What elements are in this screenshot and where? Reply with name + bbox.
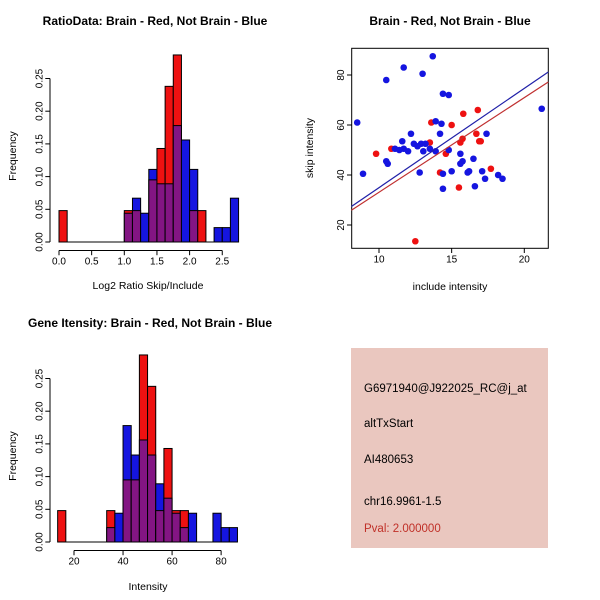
svg-text:2.0: 2.0 [183, 257, 197, 268]
svg-text:1.0: 1.0 [117, 257, 131, 268]
svg-text:15: 15 [446, 254, 458, 265]
svg-text:0.10: 0.10 [35, 466, 46, 486]
svg-text:40: 40 [117, 557, 129, 568]
svg-text:60: 60 [167, 557, 179, 568]
gene-histogram-xlabel: Intensity [128, 581, 168, 593]
svg-text:0.15: 0.15 [35, 134, 46, 154]
gene-info-box: G6971940@J922025_RC@j_at altTxStart AI48… [351, 348, 548, 548]
scatter-title: Brain - Red, Not Brain - Blue [369, 14, 531, 28]
svg-text:80: 80 [216, 557, 228, 568]
panel-ratio-histogram: 0.0 0.5 1.0 1.5 2.0 2.5 0.00 0.05 0.10 0.15 0.20 0.… [0, 0, 300, 300]
panel-scatter: 10 15 20 20 40 60 80 Brain - Red, Not Brain - … [300, 0, 600, 300]
svg-text:0.00: 0.00 [35, 232, 46, 252]
ratio-histogram-xlabel: Log2 Ratio Skip/Include [92, 280, 204, 292]
gene-histogram-plot: 20 40 60 80 0.00 0.05 0.10 0.15 0.20 0.25 [35, 354, 238, 568]
ratio-histogram-plot: 0.0 0.5 1.0 1.5 2.0 2.5 0.00 0.05 0.10 0.15 0.20 0.… [35, 54, 240, 268]
svg-text:0.0: 0.0 [52, 257, 66, 268]
svg-text:0.05: 0.05 [35, 499, 46, 519]
svg-text:20: 20 [336, 219, 347, 231]
svg-text:0.25: 0.25 [35, 68, 46, 88]
svg-text:0.5: 0.5 [85, 257, 99, 268]
scatter-xlabel: include intensity [412, 281, 488, 293]
probe-id-text: G6971940@J922025_RC@j_at [364, 383, 527, 395]
svg-text:20: 20 [519, 254, 531, 265]
svg-text:2.5: 2.5 [215, 257, 229, 268]
svg-text:0.05: 0.05 [35, 199, 46, 219]
svg-text:0.20: 0.20 [35, 101, 46, 121]
svg-text:80: 80 [336, 69, 347, 81]
svg-text:0.10: 0.10 [35, 166, 46, 186]
svg-text:10: 10 [373, 254, 385, 265]
accession-text: AI480653 [364, 454, 414, 466]
scatter-ylabel: skip intensity [304, 117, 316, 179]
svg-text:0.15: 0.15 [35, 434, 46, 454]
gene-histogram-ylabel: Frequency [7, 431, 19, 481]
svg-text:1.5: 1.5 [150, 257, 164, 268]
panel-gene-histogram: 20 40 60 80 0.00 0.05 0.10 0.15 0.20 0.25 Gene It… [0, 300, 300, 600]
svg-text:40: 40 [336, 169, 347, 181]
gene-histogram-title: Gene Itensity: Brain - Red, Not Brain - … [27, 316, 273, 330]
ratio-histogram-ylabel: Frequency [7, 131, 19, 181]
ratio-histogram-title: RatioData: Brain - Red, Not Brain - Blue [42, 14, 268, 28]
scatter-plot: 10 15 20 20 40 60 80 [336, 47, 549, 265]
svg-text:0.20: 0.20 [35, 401, 46, 421]
panel-gene-info: G6971940@J922025_RC@j_at altTxStart AI48… [300, 300, 600, 600]
svg-text:60: 60 [336, 119, 347, 131]
svg-text:0.00: 0.00 [35, 532, 46, 552]
svg-text:20: 20 [68, 557, 80, 568]
svg-text:0.25: 0.25 [35, 368, 46, 388]
splice-type-text: altTxStart [364, 418, 414, 430]
locus-text: chr16.9961-1.5 [364, 496, 442, 508]
pval-text: Pval: 2.000000 [364, 523, 441, 535]
